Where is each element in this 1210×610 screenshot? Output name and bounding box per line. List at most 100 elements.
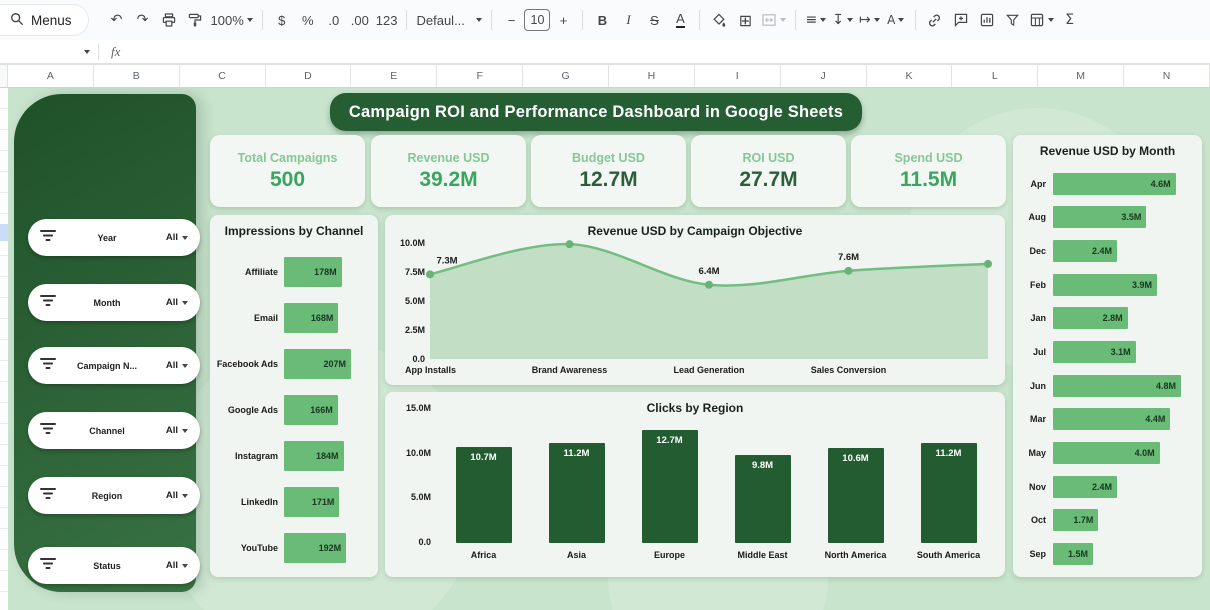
bar-column: 11.2M South America bbox=[902, 408, 995, 560]
font-size-input[interactable]: 10 bbox=[524, 9, 551, 31]
bar-row: Sep 1.5M bbox=[1021, 543, 1194, 566]
text-wrap-button[interactable]: ↦ bbox=[856, 7, 883, 33]
bar: 9.8M bbox=[734, 455, 791, 543]
insert-link-button[interactable] bbox=[922, 7, 948, 33]
chevron-down-icon bbox=[898, 18, 905, 22]
undo-button[interactable]: ↶ bbox=[110, 12, 123, 28]
column-header-K[interactable]: K bbox=[867, 65, 953, 87]
menus-button[interactable]: Menus bbox=[0, 5, 88, 35]
kpi-label: Revenue USD bbox=[407, 150, 490, 165]
name-box[interactable] bbox=[0, 40, 98, 63]
kpi-value: 500 bbox=[269, 167, 306, 191]
italic-button[interactable]: I bbox=[626, 12, 631, 27]
data-label: 7.6M bbox=[838, 252, 859, 263]
bar: 3.1M bbox=[1053, 341, 1136, 364]
revenue-by-objective-chart[interactable]: Revenue USD by Campaign Objective 10.0M 7… bbox=[385, 215, 1005, 385]
filter-value-dropdown[interactable]: All bbox=[166, 297, 188, 308]
column-header-A[interactable]: A bbox=[8, 65, 94, 87]
filter-slicer-campaign-n[interactable]: Campaign N... All bbox=[28, 347, 200, 384]
filter-value-dropdown[interactable]: All bbox=[166, 560, 188, 571]
format-percent-button[interactable]: % bbox=[302, 12, 314, 28]
x-category-label: Lead Generation bbox=[673, 365, 744, 375]
filter-slicer-region[interactable]: Region All bbox=[28, 477, 200, 514]
column-header-N[interactable]: N bbox=[1124, 65, 1210, 87]
bar-column: 12.7M Europe bbox=[623, 408, 716, 560]
category-label: Europe bbox=[653, 550, 686, 560]
chevron-down-icon bbox=[780, 18, 787, 22]
kpi-label: ROI USD bbox=[742, 150, 795, 165]
zoom-select[interactable]: 100% bbox=[208, 7, 256, 33]
insert-comment-button[interactable] bbox=[948, 7, 974, 33]
column-header-J[interactable]: J bbox=[781, 65, 867, 87]
chart-title: Impressions by Channel bbox=[224, 224, 364, 238]
category-label: Instagram bbox=[234, 451, 278, 461]
merge-cells-button[interactable] bbox=[758, 7, 789, 33]
redo-button[interactable]: ↷ bbox=[136, 12, 149, 28]
vertical-align-button[interactable]: ↧ bbox=[829, 7, 856, 33]
create-filter-button[interactable] bbox=[1000, 7, 1026, 33]
filter-value-dropdown[interactable]: All bbox=[166, 490, 188, 501]
column-header-E[interactable]: E bbox=[351, 65, 438, 87]
bar: 4.0M bbox=[1053, 442, 1160, 465]
filter-slicer-year[interactable]: Year All bbox=[28, 219, 200, 256]
functions-button[interactable]: Σ bbox=[1065, 12, 1075, 28]
category-label: Jan bbox=[1030, 313, 1046, 324]
category-label: Sep bbox=[1029, 549, 1046, 560]
bar-row: Jul 3.1M bbox=[1021, 341, 1194, 364]
filter-label: Campaign N... bbox=[76, 360, 137, 371]
font-select[interactable]: Defaul... bbox=[413, 7, 485, 33]
format-currency-button[interactable]: $ bbox=[278, 12, 286, 28]
column-header-G[interactable]: G bbox=[523, 65, 609, 87]
table-views-button[interactable] bbox=[1026, 7, 1057, 33]
column-header-F[interactable]: F bbox=[437, 65, 524, 87]
column-header-I[interactable]: I bbox=[695, 65, 781, 87]
bold-button[interactable]: B bbox=[597, 12, 608, 28]
clicks-by-region-chart[interactable]: Clicks by Region 15.0M 10.0M 5.0M 0.0 10.7M… bbox=[385, 392, 1005, 577]
strikethrough-button[interactable]: S bbox=[650, 12, 659, 28]
number-format-button[interactable]: 123 bbox=[375, 12, 398, 28]
increase-decimals-button[interactable]: .00 bbox=[350, 12, 369, 28]
data-point bbox=[984, 259, 992, 268]
bar: 2.8M bbox=[1053, 307, 1128, 330]
column-header-H[interactable]: H bbox=[609, 65, 695, 87]
filter-slicer-status[interactable]: Status All bbox=[28, 547, 200, 584]
row-headers[interactable] bbox=[0, 88, 8, 610]
column-header-D[interactable]: D bbox=[266, 65, 352, 87]
bar: 178M bbox=[284, 257, 342, 287]
column-header-C[interactable]: C bbox=[180, 65, 266, 87]
text-rotation-button[interactable]: A bbox=[883, 7, 909, 33]
impressions-by-channel-chart[interactable]: Impressions by Channel Affiliate 178M Emai… bbox=[210, 215, 378, 577]
column-header-L[interactable]: L bbox=[952, 65, 1039, 87]
select-all-corner[interactable] bbox=[0, 65, 8, 87]
borders-button[interactable]: ⊞ bbox=[738, 10, 753, 30]
increase-font-size-button[interactable]: + bbox=[559, 12, 568, 28]
kpi-value: 27.7M bbox=[739, 167, 798, 191]
text-color-button[interactable]: A bbox=[676, 11, 685, 28]
filter-slicer-channel[interactable]: Channel All bbox=[28, 412, 200, 449]
bar: 4.4M bbox=[1053, 408, 1171, 431]
y-tick-label: 5.0M bbox=[405, 296, 425, 306]
bar: 2.4M bbox=[1053, 240, 1117, 263]
bar-row: Affiliate 178M bbox=[210, 257, 378, 287]
kpi-card-total-campaigns: Total Campaigns 500 bbox=[210, 135, 365, 207]
print-button[interactable] bbox=[156, 7, 182, 33]
insert-chart-button[interactable] bbox=[974, 7, 1000, 33]
filter-slicer-month[interactable]: Month All bbox=[28, 284, 200, 321]
decrease-font-size-button[interactable]: − bbox=[507, 12, 516, 28]
chart-icon bbox=[980, 13, 993, 27]
bar-row: Nov 2.4M bbox=[1021, 475, 1194, 498]
paint-format-button[interactable] bbox=[182, 7, 208, 33]
column-header-M[interactable]: M bbox=[1038, 65, 1125, 87]
chevron-down-icon bbox=[182, 493, 188, 498]
horizontal-align-button[interactable]: ≡ bbox=[802, 7, 829, 33]
filter-value-dropdown[interactable]: All bbox=[166, 425, 188, 436]
sheet-canvas[interactable]: Year All Month All Campaign N... All Cha… bbox=[8, 88, 1210, 610]
kpi-card-budget-usd: Budget USD 12.7M bbox=[531, 135, 686, 207]
decrease-decimals-button[interactable]: .0 bbox=[328, 12, 340, 28]
filter-value-dropdown[interactable]: All bbox=[166, 232, 188, 243]
filter-value-dropdown[interactable]: All bbox=[166, 360, 188, 371]
revenue-by-month-chart[interactable]: Revenue USD by Month Apr 4.6M Aug 3.5M Dec 2.… bbox=[1013, 135, 1202, 577]
column-header-B[interactable]: B bbox=[94, 65, 180, 87]
fill-color-button[interactable] bbox=[706, 7, 732, 33]
